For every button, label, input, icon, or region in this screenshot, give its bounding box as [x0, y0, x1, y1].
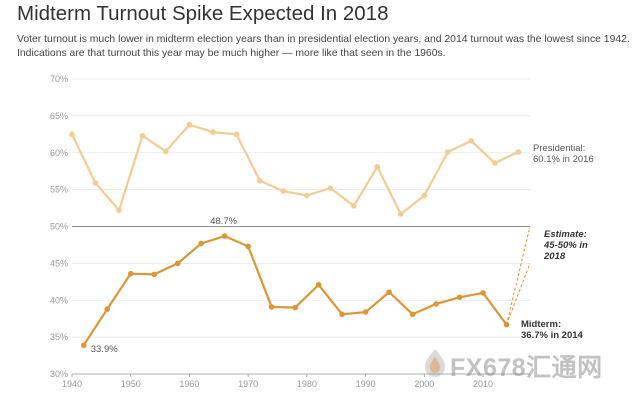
- midterm-label-line: Midterm:: [521, 319, 561, 330]
- estimate-line-high: [506, 226, 531, 325]
- x-tick-label: 1940: [62, 379, 82, 389]
- x-tick-label: 2000: [414, 379, 434, 389]
- series-layer: [69, 121, 531, 349]
- presidential-point: [327, 185, 334, 191]
- presidential-point: [374, 163, 381, 170]
- x-tick-label: 1950: [121, 379, 141, 389]
- peak-label: 48.7%: [210, 216, 237, 227]
- midterm-point: [104, 306, 111, 312]
- estimate-label-line: 2018: [543, 251, 566, 262]
- presidential-point: [304, 192, 310, 199]
- x-tick-label: 1980: [297, 379, 317, 389]
- x-tick-label: 1970: [238, 379, 258, 389]
- midterm-point: [127, 270, 134, 277]
- midterm-point: [456, 294, 463, 301]
- presidential-point: [92, 180, 99, 186]
- midterm-point: [409, 311, 416, 318]
- estimate-label: Estimate: 45-50% in 2018: [543, 229, 588, 262]
- y-tick-label: 50%: [50, 222, 68, 232]
- midterm-point: [151, 271, 158, 278]
- midterm-series-line: [82, 235, 508, 346]
- watermark-logo-icon: [425, 349, 445, 377]
- x-tick-label: 1960: [179, 379, 199, 389]
- presidential-point: [280, 188, 287, 194]
- y-tick-label: 30%: [50, 369, 68, 379]
- presidential-label-line: Presidential:: [533, 143, 585, 154]
- midterm-point: [480, 290, 486, 296]
- y-tick-label: 65%: [50, 111, 68, 121]
- x-tick-label: 2010: [473, 379, 493, 389]
- axis-layer: 30% 35% 40% 45% 50% 55% 60% 65% 70% 1940 1950 1960 1…: [50, 74, 530, 389]
- midterm-point: [362, 309, 369, 315]
- midterm-point: [268, 304, 275, 310]
- y-tick-label: 60%: [50, 148, 68, 158]
- midterm-point: [174, 260, 181, 267]
- presidential-point: [491, 160, 498, 166]
- presidential-point: [69, 131, 75, 138]
- presidential-point: [186, 121, 193, 128]
- midterm-point: [198, 240, 204, 247]
- presidential-label-line: 60.1% in 2016: [533, 154, 594, 165]
- presidential-point: [210, 129, 216, 135]
- subtitle-line-1: Voter turnout is much lower in midterm e…: [17, 34, 630, 45]
- presidential-point: [116, 207, 122, 214]
- midterm-point: [315, 281, 322, 288]
- presidential-point: [163, 148, 169, 155]
- midterm-point: [433, 301, 439, 307]
- annotation-layer: Presidential: 60.1% in 2016 Midterm: 36.7% …: [91, 143, 594, 355]
- estimate-line-low: [506, 263, 531, 325]
- chart-subtitle: Voter turnout is much lower in midterm e…: [17, 33, 630, 61]
- low-label: 33.9%: [91, 344, 118, 355]
- midterm-point: [221, 233, 228, 239]
- y-tick-label: 45%: [50, 258, 68, 268]
- subtitle-line-2: Indications are that turnout this year m…: [17, 48, 446, 59]
- midterm-point: [80, 342, 87, 349]
- midterm-label-line: 36.7% in 2014: [521, 330, 584, 341]
- midterm-point: [386, 289, 392, 295]
- midterm-point: [292, 304, 298, 311]
- watermark: FX678汇通网: [422, 345, 632, 385]
- presidential-point: [398, 211, 404, 217]
- y-tick-label: 70%: [50, 74, 68, 84]
- x-tick-label: 1990: [356, 379, 376, 389]
- presidential-label: Presidential: 60.1% in 2016: [533, 143, 594, 165]
- midterm-point: [245, 243, 251, 250]
- estimate-label-line: 45-50% in: [543, 240, 588, 251]
- presidential-point: [515, 149, 522, 155]
- y-tick-label: 55%: [50, 185, 68, 195]
- y-tick-label: 35%: [50, 332, 68, 342]
- presidential-point: [139, 132, 146, 139]
- grid-layer: [72, 78, 530, 375]
- presidential-series-line: [71, 123, 519, 216]
- presidential-point: [257, 177, 263, 184]
- midterm-point: [503, 321, 510, 328]
- estimate-label-line: Estimate:: [544, 229, 587, 240]
- presidential-point: [233, 131, 240, 138]
- presidential-point: [421, 192, 428, 199]
- chart-title: Midterm Turnout Spike Expected In 2018: [17, 2, 389, 25]
- y-tick-label: 40%: [50, 295, 68, 305]
- midterm-label: Midterm: 36.7% in 2014: [521, 319, 584, 341]
- presidential-point: [351, 203, 357, 209]
- watermark-text: FX678汇通网: [450, 354, 603, 382]
- presidential-point: [468, 138, 475, 144]
- presidential-point: [444, 149, 451, 155]
- midterm-point: [339, 311, 345, 318]
